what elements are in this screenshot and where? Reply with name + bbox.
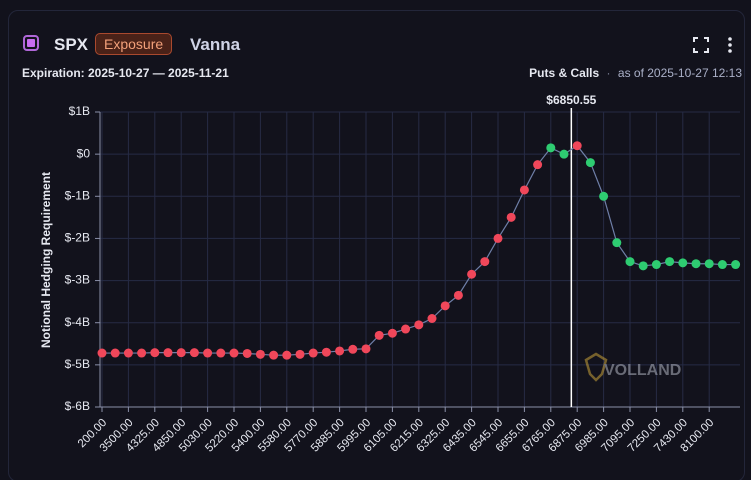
point [665,257,675,267]
point [493,233,503,243]
point [110,348,120,358]
watermark: VOLLAND [584,352,681,382]
point [255,349,265,359]
point [163,348,173,358]
point [427,314,437,323]
point [533,160,543,170]
point [599,191,609,201]
point [678,258,688,268]
point [189,348,199,358]
point [453,290,463,300]
point [282,350,292,360]
point [137,348,147,358]
point [414,320,424,330]
point [203,348,213,358]
scope: Puts & Calls [529,66,600,80]
point [321,347,331,357]
point [335,346,345,356]
title: Vanna [190,35,241,54]
point [123,348,133,358]
point [150,348,160,358]
menu-icon[interactable] [725,36,735,54]
point [519,185,529,195]
symbol: SPX [54,35,89,54]
point [176,348,186,358]
y-tick-label: $-3B [65,273,90,287]
point [625,257,635,267]
separator: · [606,66,611,80]
y-tick-label: $-6B [65,399,90,413]
y-axis-title: Notional Hedging Requirement [39,172,53,348]
point [374,330,384,340]
y-tick-label: $-5B [65,357,90,371]
point [651,260,661,270]
point [572,141,582,151]
as-of: as of 2025-10-27 12:13 [617,66,742,80]
y-tick-label: $1B [69,104,90,118]
point [348,344,358,354]
point [559,149,569,159]
point [717,260,727,270]
y-tick-label: $-4B [65,315,90,329]
point [269,350,279,360]
card-frame [8,10,745,480]
point [480,257,490,267]
watermark-text: VOLLAND [604,362,681,379]
y-tick-label: $-2B [65,231,90,245]
point [97,348,107,358]
point [612,238,622,248]
expiration: Expiration: 2025-10-27 — 2025-11-21 [22,66,229,80]
symbol-icon [23,35,39,51]
point [638,261,648,271]
point [704,259,714,269]
point [401,324,411,334]
point [467,269,477,279]
point [295,349,305,359]
point [216,348,226,358]
point [731,260,741,270]
badge[interactable]: Exposure [95,33,173,55]
point [440,301,450,311]
point [546,143,556,153]
point [691,259,701,269]
point [242,348,252,358]
point [361,344,371,354]
meta: Puts & Calls · as of 2025-10-27 12:13 [529,66,742,80]
point [229,348,239,358]
fullscreen-icon[interactable] [692,36,710,54]
y-tick-label: $-1B [65,188,90,202]
point [308,348,318,358]
y-tick-label: $0 [77,146,91,160]
price-label: $6850.55 [546,93,596,107]
plot-area: $1B$0$-1B$-2B$-3B$-4B$-5B$-6B200.003500.… [65,93,740,455]
point [387,328,397,338]
point [506,212,516,222]
point [585,158,595,168]
